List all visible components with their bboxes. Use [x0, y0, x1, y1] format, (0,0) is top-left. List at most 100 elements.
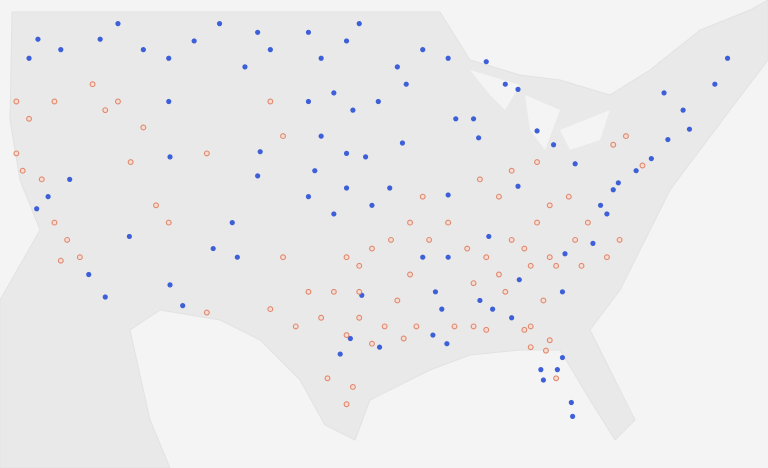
dot [477, 297, 483, 304]
dot [521, 245, 528, 252]
dot [140, 47, 146, 53]
dot [305, 194, 312, 200]
dot [534, 219, 540, 226]
dot [343, 38, 350, 44]
lake [470, 70, 610, 150]
dot [546, 254, 553, 261]
dot [76, 254, 83, 261]
dot [432, 289, 439, 295]
dot [534, 128, 540, 134]
dot [115, 21, 121, 27]
dot [369, 340, 375, 347]
dot [343, 150, 350, 156]
dot [407, 271, 413, 278]
dot [337, 351, 343, 357]
dot [584, 219, 591, 226]
dot-layer [13, 21, 731, 419]
dot [712, 81, 718, 87]
dot [153, 202, 160, 209]
dot [483, 254, 490, 261]
dot [470, 116, 477, 122]
dot [516, 277, 522, 283]
dot [331, 211, 337, 217]
dot [191, 38, 197, 44]
dot [343, 332, 350, 338]
dot [312, 168, 318, 174]
dot [648, 155, 654, 162]
dot [165, 219, 172, 226]
dot [234, 254, 240, 260]
dot [604, 211, 610, 217]
dot [420, 254, 426, 260]
dot [102, 107, 109, 114]
dot [597, 202, 604, 208]
dot [64, 236, 71, 243]
dot [686, 126, 693, 132]
dot [381, 323, 388, 330]
dot [508, 236, 515, 243]
dot [140, 124, 147, 131]
dot [553, 375, 560, 382]
dot [394, 64, 400, 70]
dot [19, 167, 26, 174]
dot [559, 354, 566, 361]
dot [483, 59, 489, 65]
dot [509, 315, 515, 321]
dot [167, 154, 173, 160]
dot [203, 309, 210, 316]
dot [399, 140, 406, 146]
dot [376, 344, 383, 350]
dot [515, 183, 521, 189]
dot [464, 245, 471, 252]
dot [490, 306, 496, 312]
dot [180, 303, 186, 309]
dot [419, 193, 426, 200]
dot [661, 90, 667, 96]
dot [86, 271, 92, 278]
dot [305, 98, 312, 105]
dot [13, 150, 20, 157]
dot [546, 202, 553, 209]
dot [292, 323, 299, 330]
dot [242, 64, 248, 70]
dot [267, 306, 274, 313]
dot [375, 98, 381, 105]
dot [445, 55, 451, 61]
dot [445, 192, 451, 198]
dot [280, 254, 286, 261]
dot [51, 219, 58, 226]
dot [534, 159, 540, 166]
dot [388, 236, 394, 243]
dot [394, 297, 401, 304]
dot [603, 254, 610, 261]
dot [590, 240, 596, 246]
dot [426, 236, 433, 243]
dot [724, 55, 731, 61]
dot [400, 335, 407, 342]
dot [540, 377, 547, 383]
dot [305, 288, 312, 295]
dot [568, 399, 574, 406]
dot [527, 344, 534, 351]
dot [387, 185, 393, 191]
dot [616, 236, 623, 243]
dot [540, 297, 547, 304]
dot [521, 326, 528, 333]
dot [439, 306, 445, 312]
dot [527, 262, 534, 269]
dot [229, 220, 235, 226]
dot [572, 161, 578, 167]
dot [318, 133, 324, 139]
dot [330, 288, 337, 295]
dot [51, 98, 58, 105]
dot [280, 133, 286, 140]
dot [610, 187, 616, 193]
dot [680, 107, 686, 113]
dot [318, 314, 325, 321]
dot [369, 202, 375, 208]
dot [403, 81, 409, 87]
dot [255, 173, 261, 179]
dot [267, 98, 274, 105]
dot [343, 185, 350, 191]
dot [203, 150, 210, 157]
